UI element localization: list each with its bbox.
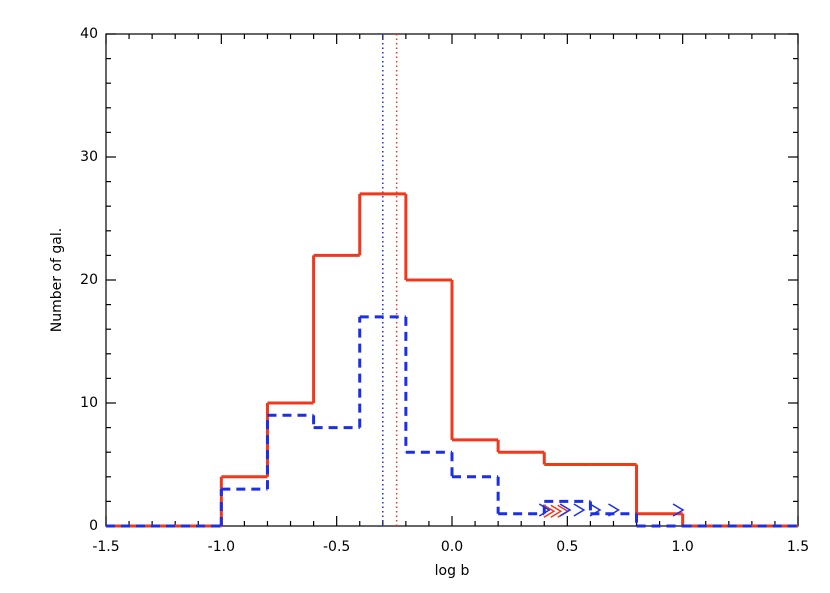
y-tick-label: 20 (80, 272, 98, 288)
lower-limit-marker (543, 504, 556, 518)
x-tick-label: 0.0 (441, 539, 463, 555)
y-tick-label: 0 (89, 518, 98, 534)
lower-limit-marker (573, 503, 586, 517)
x-tick-label: -0.5 (323, 539, 350, 555)
y-tick-label: 30 (80, 149, 98, 165)
x-axis-label: log b (435, 563, 470, 579)
lower-limit-marker (559, 503, 572, 517)
x-tick-label: -1.5 (92, 539, 119, 555)
lower-limit-marker (589, 503, 602, 517)
y-tick-label: 40 (80, 26, 98, 42)
lower-limit-marker (538, 503, 551, 517)
lower-limit-marker (672, 503, 685, 517)
x-tick-label: 1.0 (672, 539, 694, 555)
lower-limit-marker (550, 504, 563, 518)
x-tick-label: 0.5 (556, 539, 578, 555)
y-tick-label: 10 (80, 395, 98, 411)
lower-limit-marker (608, 503, 620, 517)
x-tick-label: 1.5 (787, 539, 809, 555)
y-axis-label: Number of gal. (49, 228, 65, 332)
x-tick-label: -1.0 (208, 539, 235, 555)
